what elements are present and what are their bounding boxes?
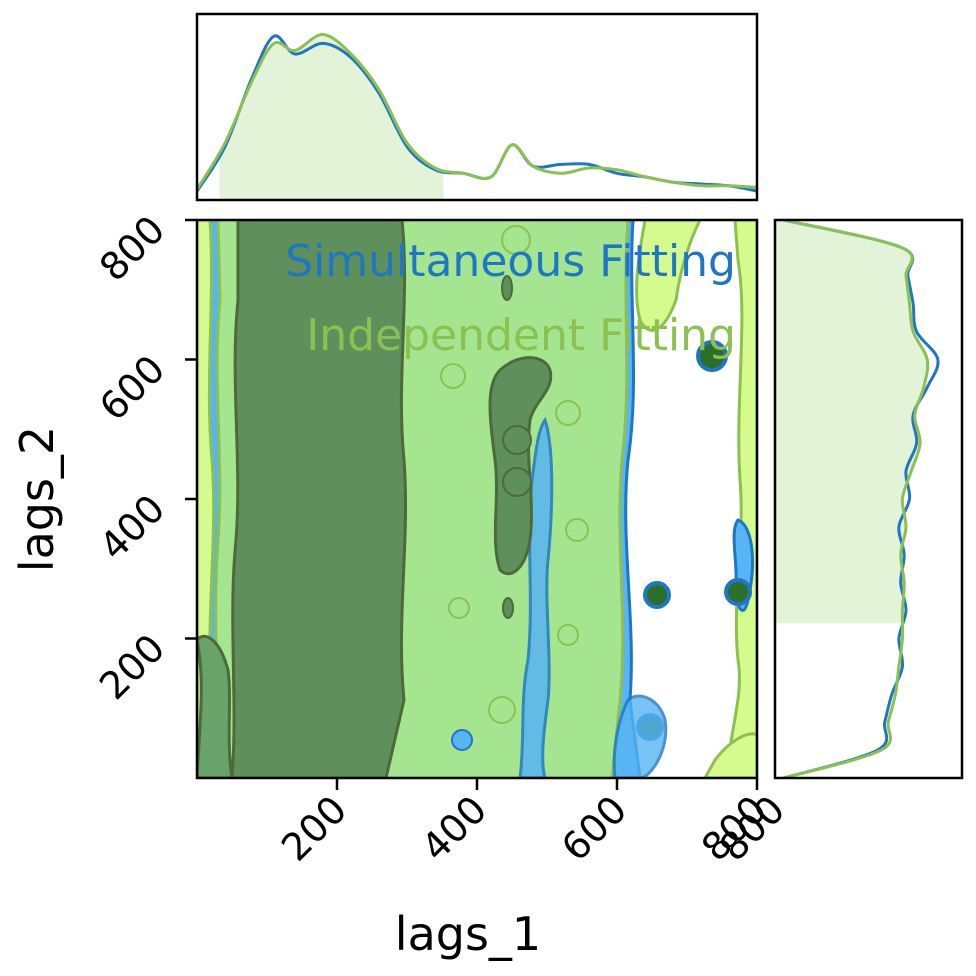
top-marginal-panel xyxy=(195,12,759,202)
y-tick-label: 200 xyxy=(91,626,173,708)
x-axis-label: lags_1 xyxy=(395,907,541,961)
legend-label-simultaneous: Simultaneous Fitting xyxy=(285,236,736,287)
contour-outlier-dot xyxy=(724,578,752,606)
right-marginal-shaded-region xyxy=(775,220,928,624)
contour-small-island xyxy=(565,518,589,542)
y-axis: 200 400 600 800 xyxy=(91,207,197,708)
contour-right-edge-band xyxy=(727,220,757,778)
contour-outlier-dot xyxy=(696,340,728,372)
y-tick-label: 400 xyxy=(91,486,173,568)
contour-small-island xyxy=(440,363,466,389)
contour-upper-right-band xyxy=(635,220,702,332)
x-tick-label: 600 xyxy=(553,787,635,869)
right-marginal-frame xyxy=(773,218,964,780)
contour-small-island xyxy=(555,400,581,426)
right-marginal-line-simultaneous xyxy=(783,220,940,778)
contour-lower-right-yellow xyxy=(703,732,757,778)
contour-small-island xyxy=(502,597,514,619)
contour-inner-main-band xyxy=(230,220,408,778)
right-marginal-panel xyxy=(773,218,964,780)
contour-outlier-dot xyxy=(643,581,671,609)
top-marginal-shaded-region xyxy=(219,34,444,200)
contour-small-island xyxy=(502,467,532,497)
contour-lower-right-blue xyxy=(612,694,668,778)
contour-secondary-island xyxy=(488,356,553,576)
main-contour-panel: Simultaneous Fitting Independent Fitting xyxy=(195,218,759,780)
contour-small-island xyxy=(557,624,579,646)
top-marginal-line-independent xyxy=(197,33,757,191)
x-tick-label: 400 xyxy=(413,787,495,869)
contour-small-island xyxy=(488,696,516,724)
y-tick-label: 800 xyxy=(91,207,173,289)
contour-small-island xyxy=(448,597,470,619)
x-tick-label: 200 xyxy=(273,787,355,869)
contour-small-island xyxy=(451,729,473,751)
contour-inner-left-band xyxy=(197,634,234,778)
y-tick-label: 600 xyxy=(91,347,173,429)
top-marginal-frame xyxy=(195,12,759,202)
contour-small-island xyxy=(501,275,513,301)
y-axis-label: lags_2 xyxy=(10,426,64,572)
contour-small-island xyxy=(502,425,532,455)
contour-small-island xyxy=(501,225,531,255)
right-marginal-line-independent xyxy=(783,220,930,778)
legend-label-independent: Independent Fitting xyxy=(306,310,736,361)
